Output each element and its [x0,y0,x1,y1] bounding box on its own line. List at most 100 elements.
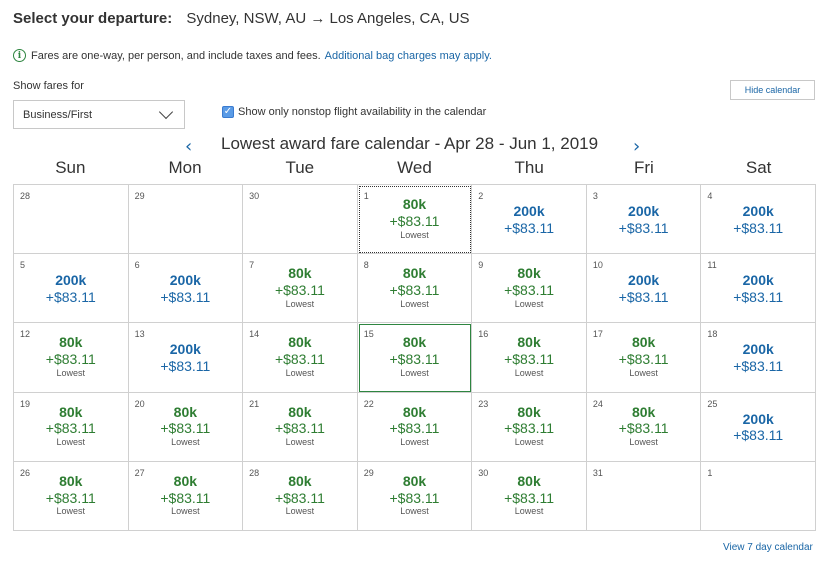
calendar-day-cell[interactable]: 22 80k +$83.11 Lowest [357,392,473,462]
info-icon: i [13,49,26,62]
calendar-day-cell[interactable]: 2 200k +$83.11 [472,185,587,255]
fare-tax: +$83.11 [45,489,96,506]
prev-month-button[interactable]: ‹ [185,136,193,157]
lowest-label: Lowest [400,229,429,240]
calendar-day-cell[interactable]: 3 200k +$83.11 [586,185,702,255]
calendar-day-cell[interactable]: 27 80k +$83.11 Lowest [128,461,244,531]
day-number: 9 [478,260,484,271]
lowest-label: Lowest [400,367,429,378]
calendar-day-cell[interactable]: 25 200k +$83.11 [701,392,816,462]
calendar-day-cell[interactable]: 30 80k +$83.11 Lowest [472,461,587,531]
calendar-day-cell[interactable]: 8 80k +$83.11 Lowest [357,254,473,324]
calendar-day-cell[interactable]: 7 80k +$83.11 Lowest [243,254,358,324]
nonstop-option[interactable]: ✓ Show only nonstop flight availability … [222,106,486,118]
lowest-label: Lowest [629,367,658,378]
fare-info: 80k +$83.11 Lowest [472,473,586,518]
calendar-day-cell[interactable]: 6 200k +$83.11 [128,254,244,324]
calendar-day-cell[interactable]: 12 80k +$83.11 Lowest [14,323,129,393]
nonstop-checkbox[interactable]: ✓ [222,106,234,118]
calendar-day-cell[interactable]: 21 80k +$83.11 Lowest [243,392,358,462]
view-7-day-link[interactable]: View 7 day calendar [723,542,813,553]
calendar-day-cell[interactable]: 23 80k +$83.11 Lowest [472,392,587,462]
cabin-select[interactable]: Business/First [13,100,185,129]
calendar-day-cell[interactable]: 16 80k +$83.11 Lowest [472,323,587,393]
calendar-day-cell[interactable]: 13 200k +$83.11 [128,323,244,393]
fare-tax: +$83.11 [160,489,211,506]
fare-miles: 200k [55,272,87,289]
hide-calendar-button[interactable]: Hide calendar [730,80,815,100]
calendar-day-cell[interactable]: 29 80k +$83.11 Lowest [357,461,473,531]
lowest-label: Lowest [514,298,544,309]
fare-tax: +$83.11 [733,288,784,305]
fare-miles: 80k [288,265,312,282]
fare-info: 80k +$83.11 Lowest [358,404,472,449]
day-number: 28 [20,191,31,201]
calendar-day-cell[interactable]: 24 80k +$83.11 Lowest [586,392,702,462]
next-month-button[interactable]: › [633,136,641,157]
fare-tax: +$83.11 [504,420,555,437]
calendar-day-cell[interactable]: 18 200k +$83.11 [701,323,816,393]
day-number: 31 [592,467,603,478]
fare-info: 80k +$83.11 Lowest [14,404,128,449]
fare-info: 200k +$83.11 [587,203,701,237]
day-number: 16 [478,329,489,340]
fare-info: 80k +$83.11 Lowest [358,473,472,518]
day-number: 5 [20,260,26,271]
fare-tax: +$83.11 [45,288,96,305]
calendar-grid: 28 29 30 1 80k +$83.11 Lowest 2 200k +$83.11 3 200k… [13,184,816,531]
fare-miles: 200k [628,203,660,219]
fare-tax: +$83.11 [389,420,440,437]
calendar-day-cell[interactable]: 5 200k +$83.11 [14,254,129,324]
calendar-day-cell[interactable]: 14 80k +$83.11 Lowest [243,323,358,393]
calendar-day-cell[interactable]: 19 80k +$83.11 Lowest [14,392,129,462]
fare-miles: 200k [169,341,201,358]
fare-info: 80k +$83.11 Lowest [129,473,243,518]
calendar-day-cell[interactable]: 9 80k +$83.11 Lowest [472,254,587,324]
fare-miles: 200k [742,272,774,289]
lowest-label: Lowest [285,298,315,309]
lowest-label: Lowest [400,298,429,309]
calendar-day-cell[interactable]: 10 200k +$83.11 [586,254,702,324]
weekday-fri: Fri [634,158,654,177]
nonstop-label: Show only nonstop flight availability in… [238,106,487,118]
weekday-mon: Mon [168,158,202,177]
calendar-day-cell[interactable]: 11 200k +$83.11 [701,254,816,324]
fare-info: 80k +$83.11 Lowest [243,404,357,449]
day-number: 11 [707,260,717,271]
fare-info: 80k +$83.11 Lowest [129,404,243,449]
fare-miles: 80k [173,472,198,489]
fare-info: 80k +$83.11 Lowest [472,265,586,310]
fare-info: 80k +$83.11 Lowest [243,265,357,310]
show-fares-label: Show fares for [13,80,84,92]
fare-tax: +$83.11 [45,420,96,437]
fare-tax: +$83.11 [389,281,440,298]
calendar-day-cell[interactable]: 28 80k +$83.11 Lowest [243,461,358,531]
calendar-day-cell[interactable]: 15 80k +$83.11 Lowest [357,323,473,393]
lowest-label: Lowest [56,367,86,378]
fare-miles: 80k [631,403,656,420]
fare-miles: 200k [742,341,774,358]
calendar-day-cell[interactable]: 1 80k +$83.11 Lowest [357,185,473,255]
lowest-label: Lowest [56,506,86,517]
fare-miles: 200k [628,272,660,289]
fare-tax: +$83.11 [389,351,440,368]
calendar-day-cell[interactable]: 4 200k +$83.11 [701,185,816,255]
fare-info: 200k +$83.11 [701,411,815,445]
bag-charges-link[interactable]: Additional bag charges may apply. [324,49,492,62]
day-number: 30 [249,191,260,201]
fare-miles: 80k [173,403,198,420]
calendar-day-cell[interactable]: 17 80k +$83.11 Lowest [586,323,702,393]
day-number: 3 [592,191,598,201]
fare-info: 80k +$83.11 Lowest [358,196,472,241]
fare-miles: 200k [742,410,774,427]
fare-miles: 80k [288,472,312,489]
calendar-day-cell[interactable]: 26 80k +$83.11 Lowest [14,461,129,531]
day-number: 18 [707,329,718,340]
lowest-label: Lowest [514,506,544,517]
fare-miles: 80k [288,334,312,351]
lowest-label: Lowest [514,437,544,448]
calendar-day-cell[interactable]: 20 80k +$83.11 Lowest [128,392,244,462]
fare-miles: 80k [59,472,83,489]
lowest-label: Lowest [171,506,200,517]
lowest-label: Lowest [56,437,86,448]
